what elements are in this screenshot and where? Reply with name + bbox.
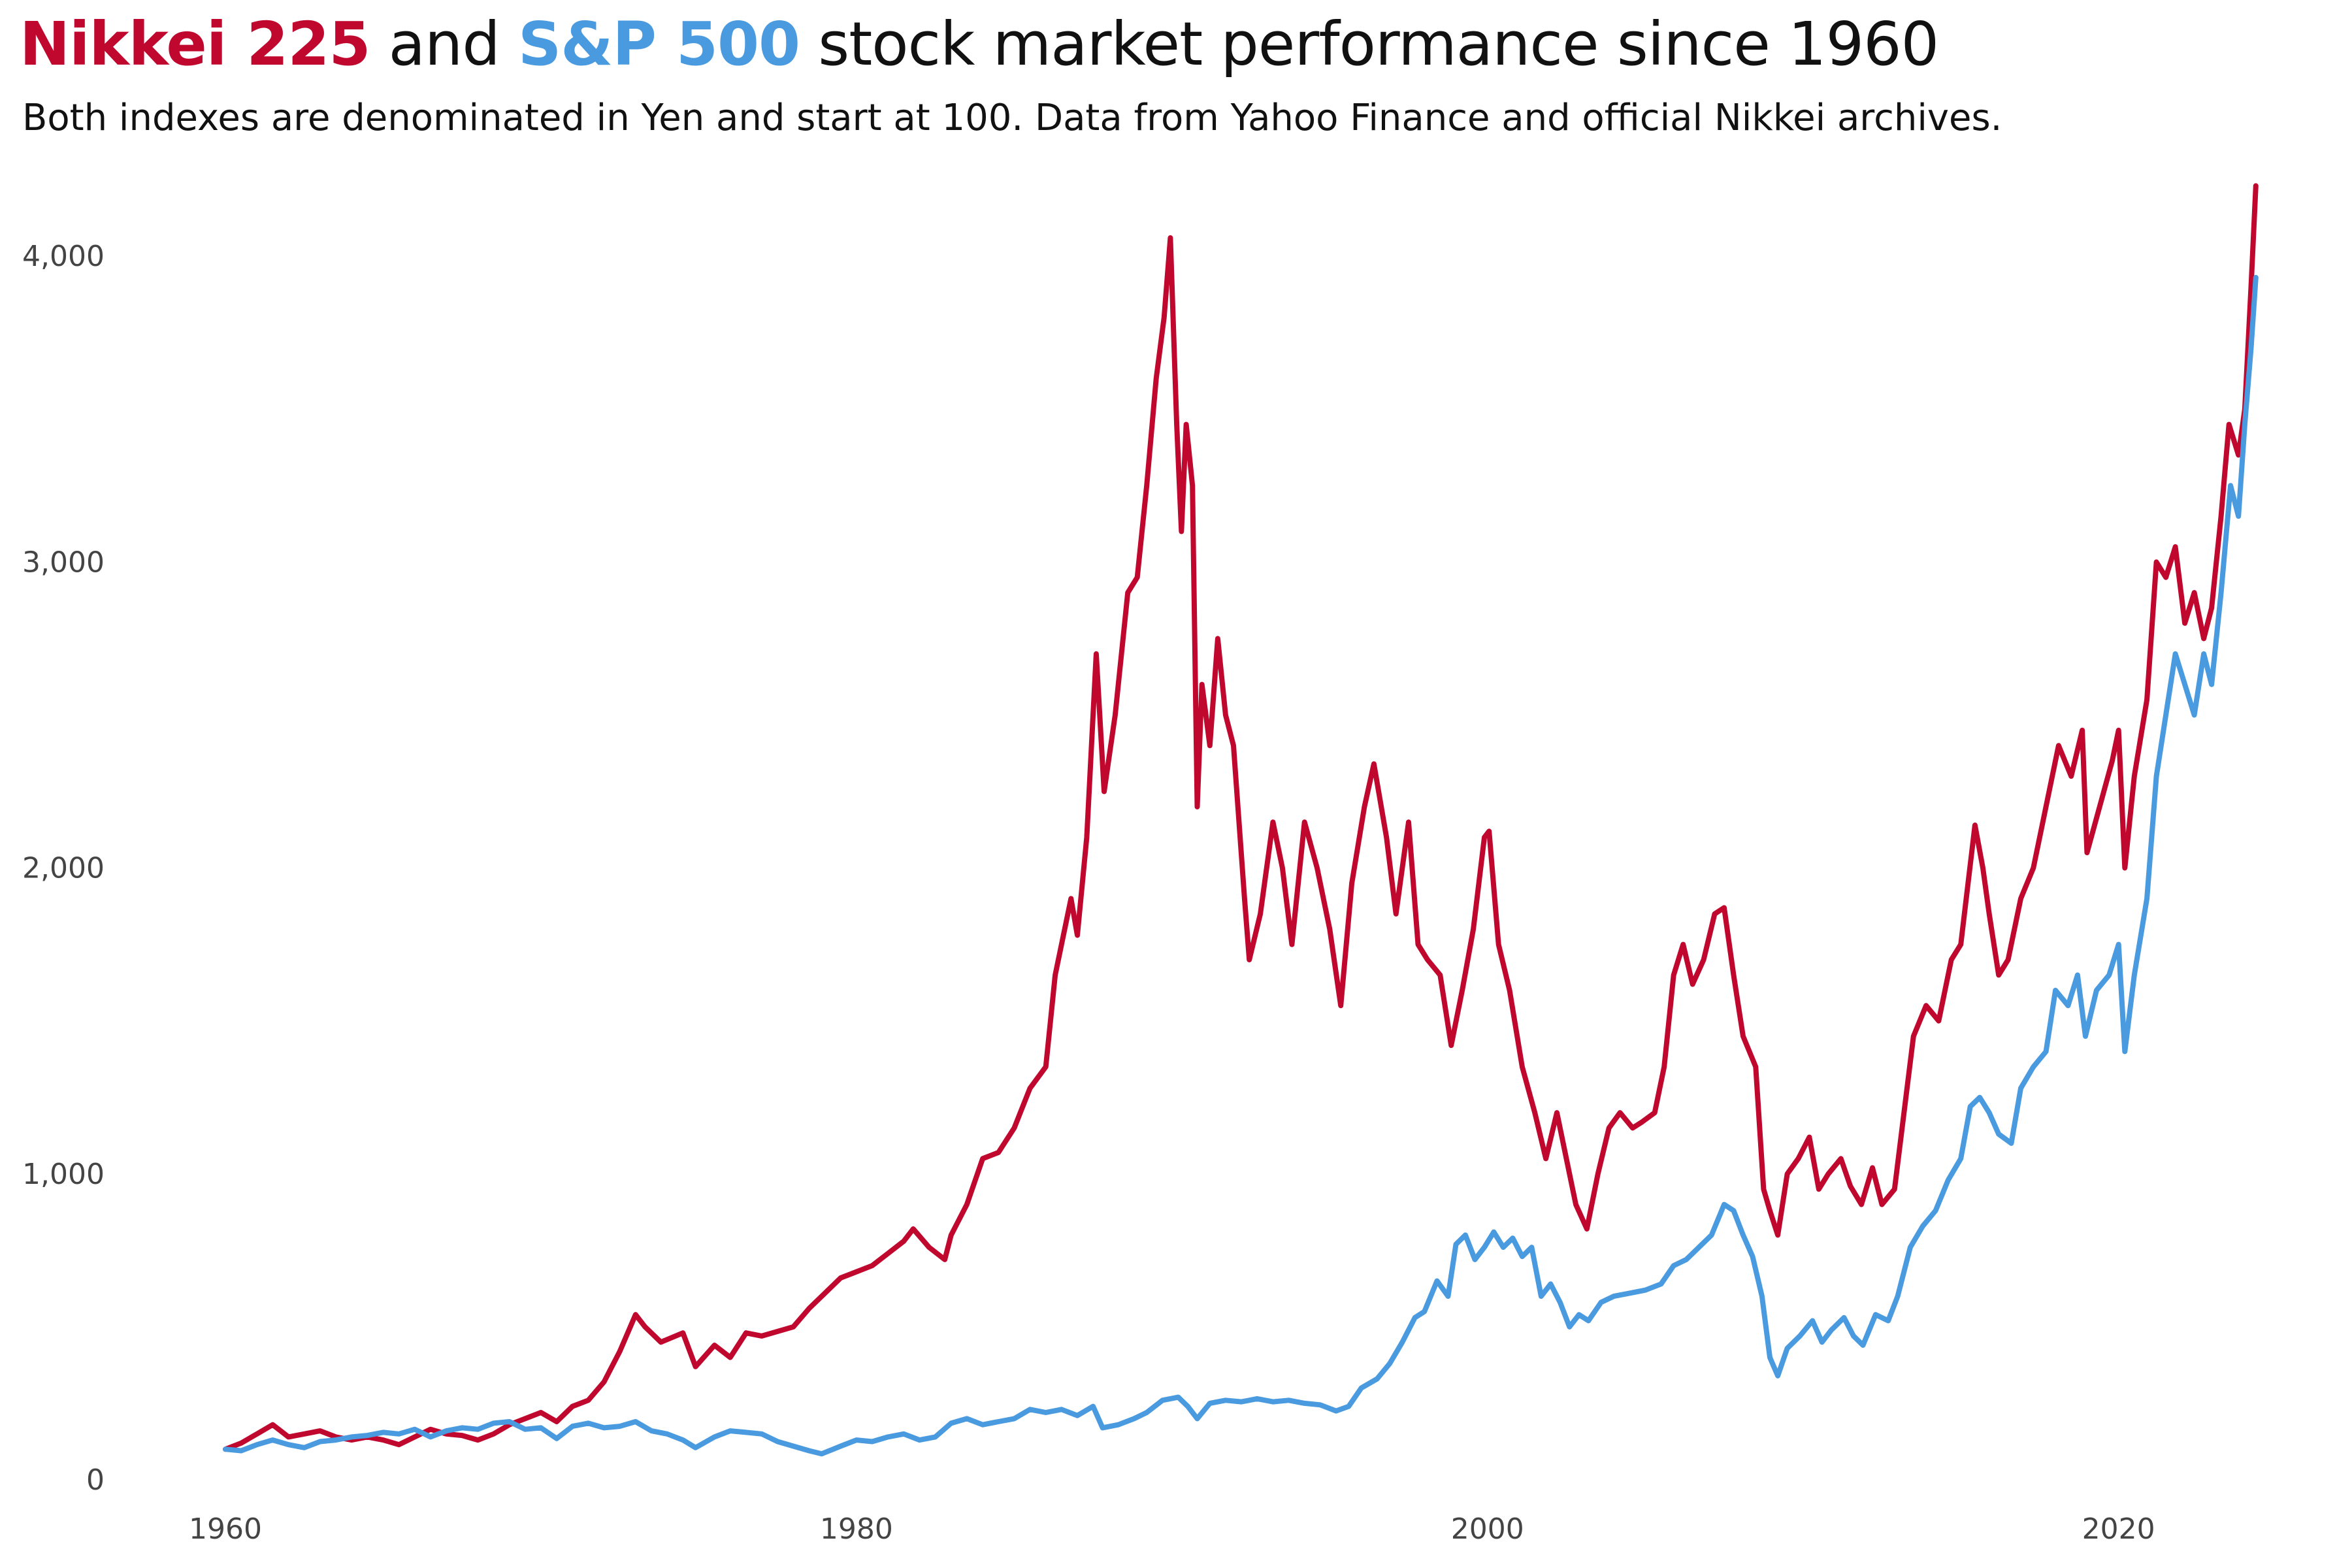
chart-subtitle: Both indexes are denominated in Yen and … bbox=[22, 97, 2002, 139]
title-connector: and bbox=[370, 9, 519, 79]
y-tick-label: 0 bbox=[86, 1463, 105, 1497]
series-line-nikkei-225 bbox=[223, 183, 2259, 1452]
x-tick-label: 2020 bbox=[2082, 1512, 2155, 1546]
title-nikkei-label: Nikkei 225 bbox=[20, 9, 370, 79]
title-rest: stock market performance since 1960 bbox=[800, 9, 1939, 79]
y-tick-label: 3,000 bbox=[22, 546, 105, 579]
y-axis-ticks: 0 1,000 2,000 3,000 4,000 bbox=[22, 240, 105, 1497]
x-tick-label: 1960 bbox=[189, 1512, 262, 1546]
chart-title: Nikkei 225 and S&P 500 stock market perf… bbox=[20, 9, 1939, 79]
series-line-s-p-500 bbox=[223, 274, 2259, 1457]
y-tick-label: 1,000 bbox=[22, 1158, 105, 1191]
x-axis-ticks: 1960 1980 2000 2020 bbox=[189, 1512, 2155, 1546]
title-sp500-label: S&P 500 bbox=[518, 9, 800, 79]
series-lines bbox=[223, 183, 2259, 1457]
y-tick-label: 4,000 bbox=[22, 240, 105, 273]
x-tick-label: 1980 bbox=[820, 1512, 893, 1546]
x-tick-label: 2000 bbox=[1451, 1512, 1524, 1546]
y-tick-label: 2,000 bbox=[22, 852, 105, 885]
